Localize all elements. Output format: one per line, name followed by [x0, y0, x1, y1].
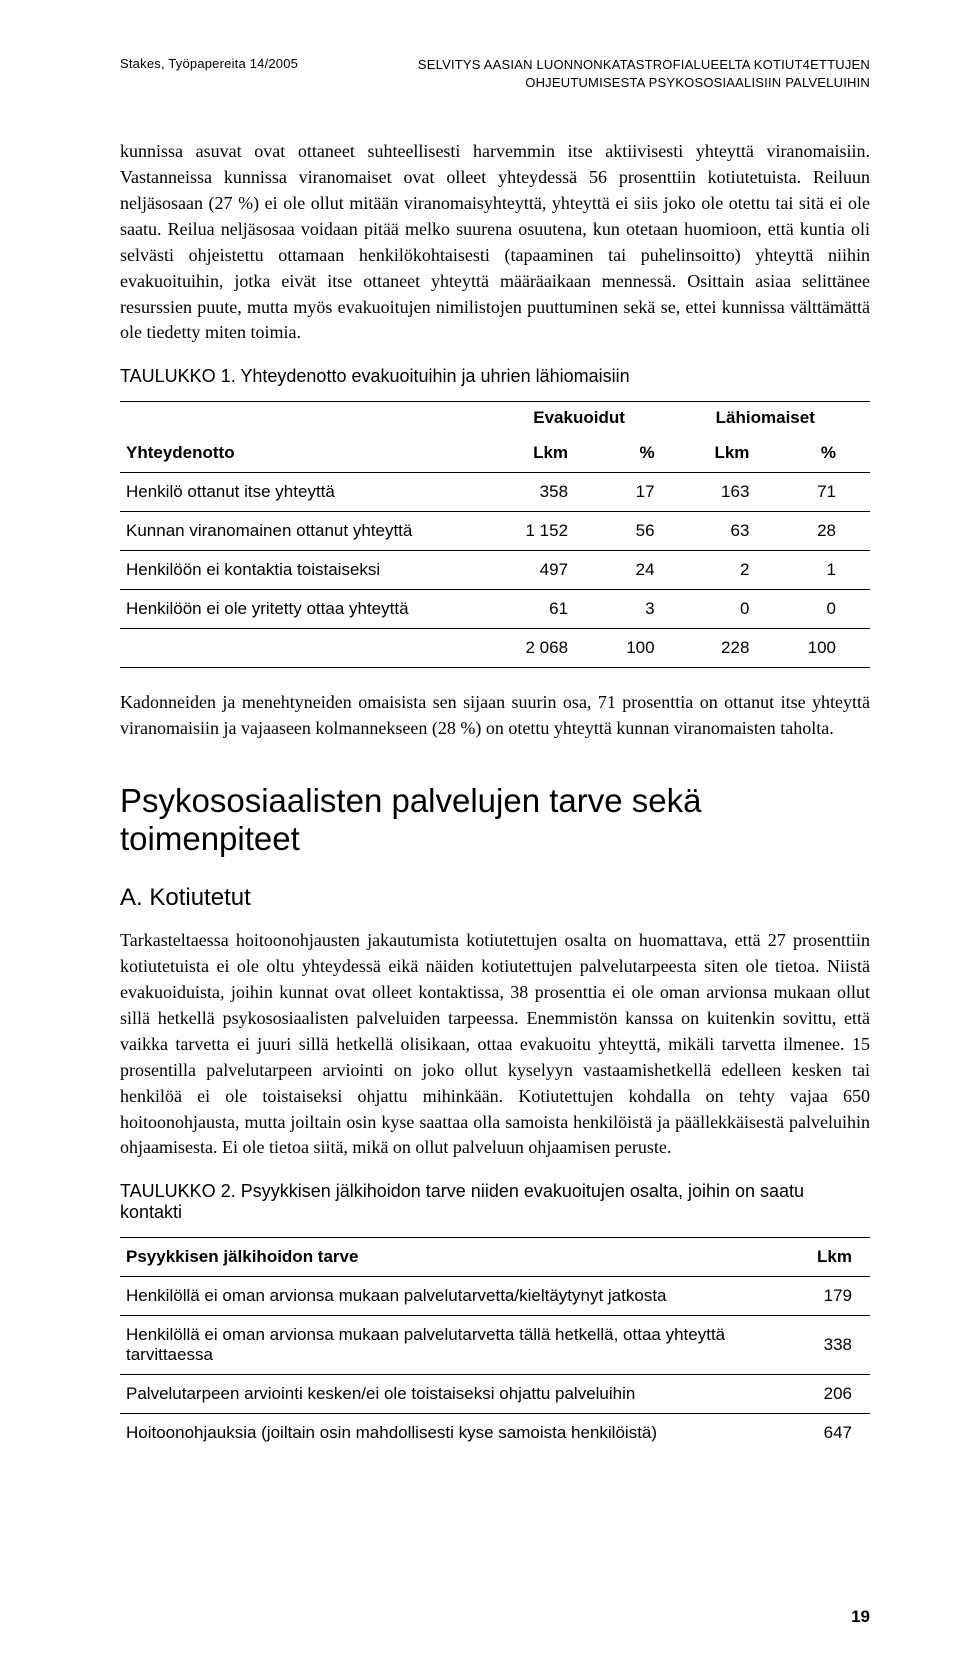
table1-head-c4: % — [783, 434, 870, 472]
table2-row-label: Palvelutarpeen arviointi kesken/ei ole t… — [120, 1375, 806, 1413]
table1-row-c3: 0 — [689, 590, 784, 628]
table1-row-label: Henkilöön ei ole yritetty ottaa yhteyttä — [120, 590, 498, 628]
table2: Psyykkisen jälkihoidon tarve Lkm Henkilö… — [120, 1238, 870, 1452]
table2-row-val: 647 — [806, 1414, 870, 1452]
page-number: 19 — [851, 1607, 870, 1627]
table-row: Henkilöllä ei oman arvionsa mukaan palve… — [120, 1277, 870, 1315]
page: Stakes, Työpapereita 14/2005 SELVITYS AA… — [0, 0, 960, 1655]
table1-row-c2: 17 — [602, 473, 689, 511]
table1-row-c4: 0 — [783, 590, 870, 628]
table1-group-row: Evakuoidut Lähiomaiset — [120, 402, 870, 434]
table1-row-label: Kunnan viranomainen ottanut yhteyttä — [120, 512, 498, 550]
table-row: Kunnan viranomainen ottanut yhteyttä1 15… — [120, 512, 870, 550]
table1-row-c4: 28 — [783, 512, 870, 550]
table1-caption: TAULUKKO 1. Yhteydenotto evakuoituihin j… — [120, 366, 870, 387]
table1: Evakuoidut Lähiomaiset Yhteydenotto Lkm … — [120, 402, 870, 667]
table1-row-c3: 163 — [689, 473, 784, 511]
table1-total-row: 2 068 100 228 100 — [120, 629, 870, 667]
table2-row-label: Henkilöllä ei oman arvionsa mukaan palve… — [120, 1277, 806, 1315]
table1-group1: Evakuoidut — [498, 402, 689, 434]
table-row: Hoitoonohjauksia (joiltain osin mahdolli… — [120, 1414, 870, 1452]
running-head-left: Stakes, Työpapereita 14/2005 — [120, 56, 298, 91]
table1-total-c3: 228 — [689, 629, 784, 667]
table1-group2: Lähiomaiset — [689, 402, 870, 434]
section-heading: Psykososiaalisten palvelujen tarve sekä … — [120, 782, 870, 858]
table2-row-label: Hoitoonohjauksia (joiltain osin mahdolli… — [120, 1414, 806, 1452]
table2-row-label: Henkilöllä ei oman arvionsa mukaan palve… — [120, 1316, 806, 1374]
table1-row-c1: 61 — [498, 590, 602, 628]
running-head-right: SELVITYS AASIAN LUONNONKATASTROFIALUEELT… — [418, 56, 870, 91]
table2-head-label: Psyykkisen jälkihoidon tarve — [120, 1238, 806, 1276]
running-head-right-l2: OHJEUTUMISESTA PSYKOSOSIAALISIIN PALVELU… — [525, 75, 870, 90]
table1-row-c1: 1 152 — [498, 512, 602, 550]
table1-row-c1: 358 — [498, 473, 602, 511]
table1-total-c4: 100 — [783, 629, 870, 667]
table-row: Palvelutarpeen arviointi kesken/ei ole t… — [120, 1375, 870, 1413]
table1-total-c1: 2 068 — [498, 629, 602, 667]
running-head: Stakes, Työpapereita 14/2005 SELVITYS AA… — [120, 56, 870, 91]
table1-head-c2: % — [602, 434, 689, 472]
table1-row-label: Henkilöön ei kontaktia toistaiseksi — [120, 551, 498, 589]
body-paragraph-3: Tarkasteltaessa hoitoonohjausten jakautu… — [120, 928, 870, 1161]
table1-row-c3: 63 — [689, 512, 784, 550]
table-row: Henkilöllä ei oman arvionsa mukaan palve… — [120, 1316, 870, 1374]
table1-row-c2: 24 — [602, 551, 689, 589]
table1-row-c1: 497 — [498, 551, 602, 589]
rule — [120, 667, 870, 668]
table1-head-row: Yhteydenotto Lkm % Lkm % — [120, 434, 870, 472]
table2-head-row: Psyykkisen jälkihoidon tarve Lkm — [120, 1238, 870, 1276]
table-row: Henkilö ottanut itse yhteyttä3581716371 — [120, 473, 870, 511]
table2-row-val: 206 — [806, 1375, 870, 1413]
table1-head-c1: Lkm — [498, 434, 602, 472]
body-paragraph-1: kunnissa asuvat ovat ottaneet suhteellis… — [120, 139, 870, 346]
subsection-heading: A. Kotiutetut — [120, 884, 870, 912]
table1-head-c3: Lkm — [689, 434, 784, 472]
body-paragraph-2: Kadonneiden ja menehtyneiden omaisista s… — [120, 690, 870, 742]
table-row: Henkilöön ei kontaktia toistaiseksi49724… — [120, 551, 870, 589]
running-head-right-l1: SELVITYS AASIAN LUONNONKATASTROFIALUEELT… — [418, 57, 870, 72]
table1-row-label: Henkilö ottanut itse yhteyttä — [120, 473, 498, 511]
table1-row-c4: 71 — [783, 473, 870, 511]
table1-row-c2: 56 — [602, 512, 689, 550]
table-row: Henkilöön ei ole yritetty ottaa yhteyttä… — [120, 590, 870, 628]
table2-row-val: 179 — [806, 1277, 870, 1315]
table1-row-c4: 1 — [783, 551, 870, 589]
table1-total-c2: 100 — [602, 629, 689, 667]
table1-row-c3: 2 — [689, 551, 784, 589]
table2-head-val: Lkm — [806, 1238, 870, 1276]
table1-row-c2: 3 — [602, 590, 689, 628]
table2-row-val: 338 — [806, 1316, 870, 1374]
table1-head-label: Yhteydenotto — [120, 434, 498, 472]
table2-caption: TAULUKKO 2. Psyykkisen jälkihoidon tarve… — [120, 1181, 870, 1223]
